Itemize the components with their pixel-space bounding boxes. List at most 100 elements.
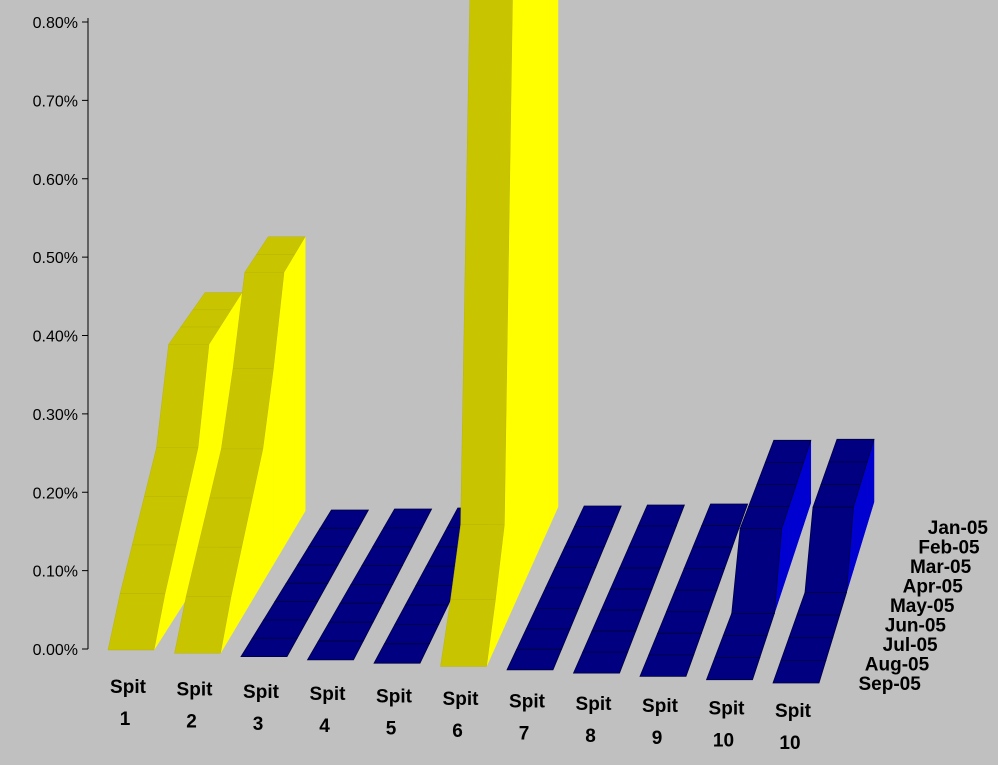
y-tick-label: 0.70% (33, 93, 78, 110)
ribbon (440, 0, 559, 667)
ribbon-segment (828, 438, 875, 463)
ribbon (639, 503, 749, 677)
ribbon-segment (609, 567, 661, 590)
ribbon-segment (274, 582, 329, 603)
ribbon-segment (308, 527, 359, 548)
ribbon-segment (107, 593, 166, 651)
y-tick-label: 0.20% (33, 485, 78, 502)
ribbon-side (530, 0, 541, 567)
ribbon-segment (174, 596, 232, 654)
ribbon-segment (756, 461, 805, 485)
ribbon-segment (544, 567, 597, 589)
ribbon-segment (440, 599, 496, 667)
y-tick-label: 0.60% (33, 172, 78, 189)
ribbon-segment (674, 568, 726, 591)
category-label: Spit 8 (576, 694, 613, 747)
ribbon-segment (619, 546, 669, 569)
ribbon-segment (319, 509, 370, 529)
ribbon-segment (383, 508, 433, 529)
ribbon-segment (339, 584, 394, 604)
ribbon-segment (722, 613, 775, 636)
category-label: Spit 1 (110, 677, 147, 730)
ribbon-segment (705, 657, 761, 681)
ribbon-segment (637, 504, 685, 527)
ribbon-segment (739, 506, 790, 530)
category-label: Spit 10 (709, 699, 746, 752)
ribbon-side (539, 0, 550, 547)
ribbon-segment (796, 592, 848, 616)
ribbon-segment (306, 640, 364, 661)
ribbon-segment (525, 607, 580, 630)
category-labels: Spit 1 Spit 2 Spit 3 Spit 4 Spit 5 Spit 6 Spit 7 Spit 8… (110, 677, 812, 754)
ribbons (107, 0, 875, 684)
ribbon-segment (240, 637, 298, 657)
y-axis: 0.00% 0.10% 0.20% 0.30% 0.40% 0.50% 0.60% 0.70%… (33, 15, 89, 659)
series-label: Feb-05 (918, 538, 980, 559)
category-label: Spit 6 (443, 689, 480, 742)
depth-labels: Jan-05Feb-05Mar-05Apr-05May-05Jun-05Jul-… (858, 518, 988, 695)
ribbon-segment (404, 585, 459, 606)
category-label: Spit 2 (177, 679, 214, 732)
ribbon-segment (317, 621, 374, 642)
ribbon-segment (506, 648, 563, 671)
ribbon-segment (373, 643, 430, 664)
ribbon-segment (394, 604, 449, 625)
category-label: Spit 5 (376, 687, 413, 740)
ribbon-segment (383, 624, 440, 645)
ribbon-side (548, 0, 559, 528)
ribbon-segment (628, 525, 677, 548)
ribbon-segment (328, 602, 384, 623)
ribbon-segment (701, 503, 749, 526)
ribbon (174, 235, 306, 654)
ribbon-segment (573, 505, 622, 527)
ribbon-segment (285, 564, 339, 584)
ribbon-segment (692, 525, 741, 548)
ribbon-segment (361, 546, 413, 566)
ribbon-segment (772, 659, 827, 684)
y-tick-label: 0.30% (33, 407, 78, 424)
category-label: Spit 10 (775, 701, 812, 754)
series-label: Aug-05 (865, 655, 930, 676)
ribbon-segment (780, 637, 834, 661)
ribbon-segment (251, 619, 309, 639)
ribbon-segment (714, 635, 768, 659)
ribbon-segment (564, 526, 614, 548)
ribbon (240, 509, 370, 657)
ribbon-segment (648, 632, 702, 656)
ribbon-segment (731, 528, 783, 614)
ribbon-segment (591, 609, 645, 632)
ribbon-segment (657, 611, 710, 634)
ribbon-segment (639, 654, 695, 677)
ribbon (572, 504, 685, 674)
ribbon (772, 438, 875, 684)
category-label: Spit 9 (642, 696, 679, 749)
ribbon-segment (535, 587, 588, 609)
ribbon-segment (582, 630, 637, 653)
y-tick-label: 0.40% (33, 329, 78, 346)
ribbon-segment (600, 588, 653, 611)
ribbon-segment (296, 546, 349, 566)
ribbon-segment (683, 546, 733, 570)
ribbon-segment (516, 628, 571, 650)
ribbon-side (522, 0, 532, 587)
category-label: Spit 7 (509, 691, 546, 744)
series-label: Apr-05 (903, 577, 964, 598)
ribbon-segment (820, 461, 868, 485)
y-tick-label: 0.50% (33, 250, 78, 267)
category-label: Spit 3 (243, 682, 280, 735)
series-label: Jul-05 (883, 635, 938, 656)
series-label: Mar-05 (910, 557, 972, 578)
ribbon-side (513, 0, 523, 607)
series-label: Jun-05 (885, 616, 947, 637)
ribbon-segment (554, 546, 605, 568)
ribbon-segment (372, 527, 423, 548)
ribbon-side (294, 235, 306, 530)
ribbon-segment (812, 484, 861, 508)
ribbon-side (283, 253, 295, 548)
ribbon (506, 505, 622, 671)
ribbon-segment (460, 0, 513, 525)
y-tick-label: 0.00% (33, 642, 78, 659)
ribbon (705, 439, 812, 681)
y-tick-label: 0.80% (33, 15, 78, 32)
